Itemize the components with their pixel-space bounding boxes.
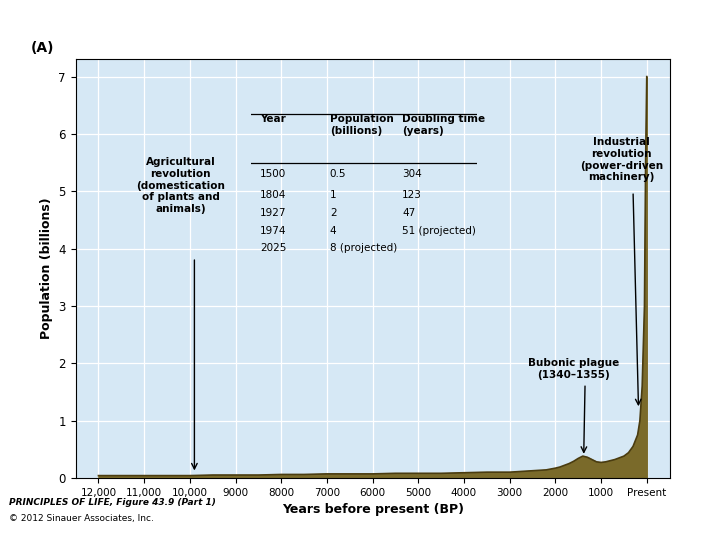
Text: PRINCIPLES OF LIFE, Figure 43.9 (Part 1): PRINCIPLES OF LIFE, Figure 43.9 (Part 1) <box>9 498 215 507</box>
Text: Year: Year <box>260 114 286 124</box>
Text: 1974: 1974 <box>260 226 287 235</box>
Text: 51 (projected): 51 (projected) <box>402 226 476 235</box>
Text: 0.5: 0.5 <box>330 169 346 179</box>
Text: Figure 43.9  Human Population Growth (Part 1): Figure 43.9 Human Population Growth (Par… <box>9 10 351 25</box>
Text: Population
(billions): Population (billions) <box>330 114 394 136</box>
Text: Agricultural
revolution
(domestication
of plants and
animals): Agricultural revolution (domestication o… <box>136 157 225 214</box>
Text: 1927: 1927 <box>260 208 287 218</box>
Text: Industrial
revolution
(power-driven
machinery): Industrial revolution (power-driven mach… <box>580 137 663 182</box>
Text: 47: 47 <box>402 208 415 218</box>
Text: 1500: 1500 <box>260 169 286 179</box>
Text: 2: 2 <box>330 208 336 218</box>
Text: 2025: 2025 <box>260 244 287 253</box>
Y-axis label: Population (billions): Population (billions) <box>40 198 53 340</box>
Text: 123: 123 <box>402 190 422 200</box>
Text: 304: 304 <box>402 169 422 179</box>
Text: 1804: 1804 <box>260 190 287 200</box>
Text: Doubling time
(years): Doubling time (years) <box>402 114 485 136</box>
Text: 4: 4 <box>330 226 336 235</box>
Text: 8 (projected): 8 (projected) <box>330 244 397 253</box>
Text: © 2012 Sinauer Associates, Inc.: © 2012 Sinauer Associates, Inc. <box>9 514 153 523</box>
Text: Bubonic plague
(1340–1355): Bubonic plague (1340–1355) <box>528 358 619 380</box>
X-axis label: Years before present (BP): Years before present (BP) <box>282 503 464 516</box>
Text: 1: 1 <box>330 190 336 200</box>
Text: (A): (A) <box>31 41 55 55</box>
